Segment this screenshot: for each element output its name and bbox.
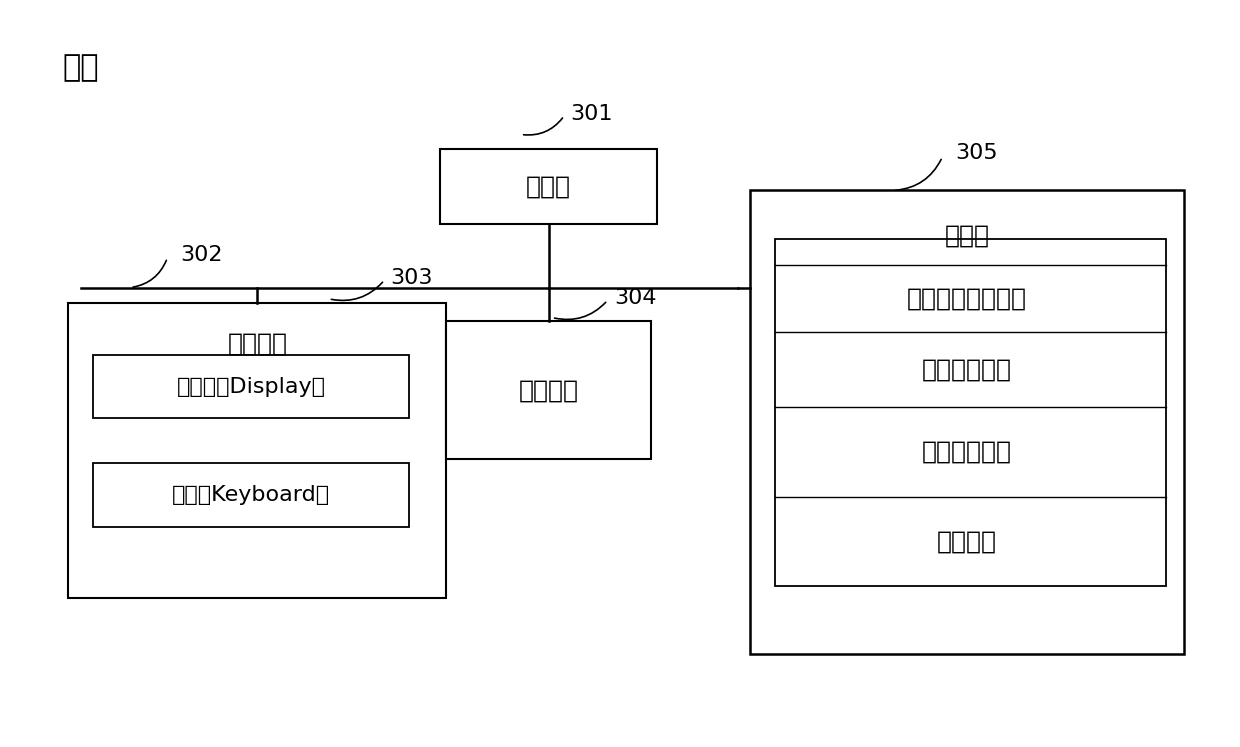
Text: 显示屏（Display）: 显示屏（Display） [176, 376, 326, 397]
Bar [68, 303, 446, 598]
Bar [93, 355, 409, 418]
Text: 305: 305 [955, 143, 997, 163]
Bar [775, 239, 1166, 586]
Text: 302: 302 [180, 246, 222, 265]
Text: 用户接口: 用户接口 [227, 332, 288, 356]
Bar [93, 463, 409, 527]
Bar [446, 321, 651, 459]
Text: 自绘控件实现程序: 自绘控件实现程序 [908, 287, 1027, 311]
Bar [440, 149, 657, 224]
Bar [750, 190, 1184, 654]
Text: 301: 301 [570, 105, 613, 124]
Text: 用户接口模块: 用户接口模块 [923, 358, 1012, 382]
Text: 网络接口: 网络接口 [518, 378, 579, 403]
Text: 终端: 终端 [62, 53, 98, 81]
Text: 键盘（Keyboard）: 键盘（Keyboard） [172, 485, 330, 505]
Text: 存储器: 存储器 [945, 223, 990, 247]
Text: 处理器: 处理器 [526, 175, 572, 199]
Text: 304: 304 [614, 288, 656, 308]
Text: 网络通信模块: 网络通信模块 [923, 440, 1012, 464]
Text: 操作系统: 操作系统 [937, 530, 997, 554]
Text: 303: 303 [391, 268, 433, 288]
